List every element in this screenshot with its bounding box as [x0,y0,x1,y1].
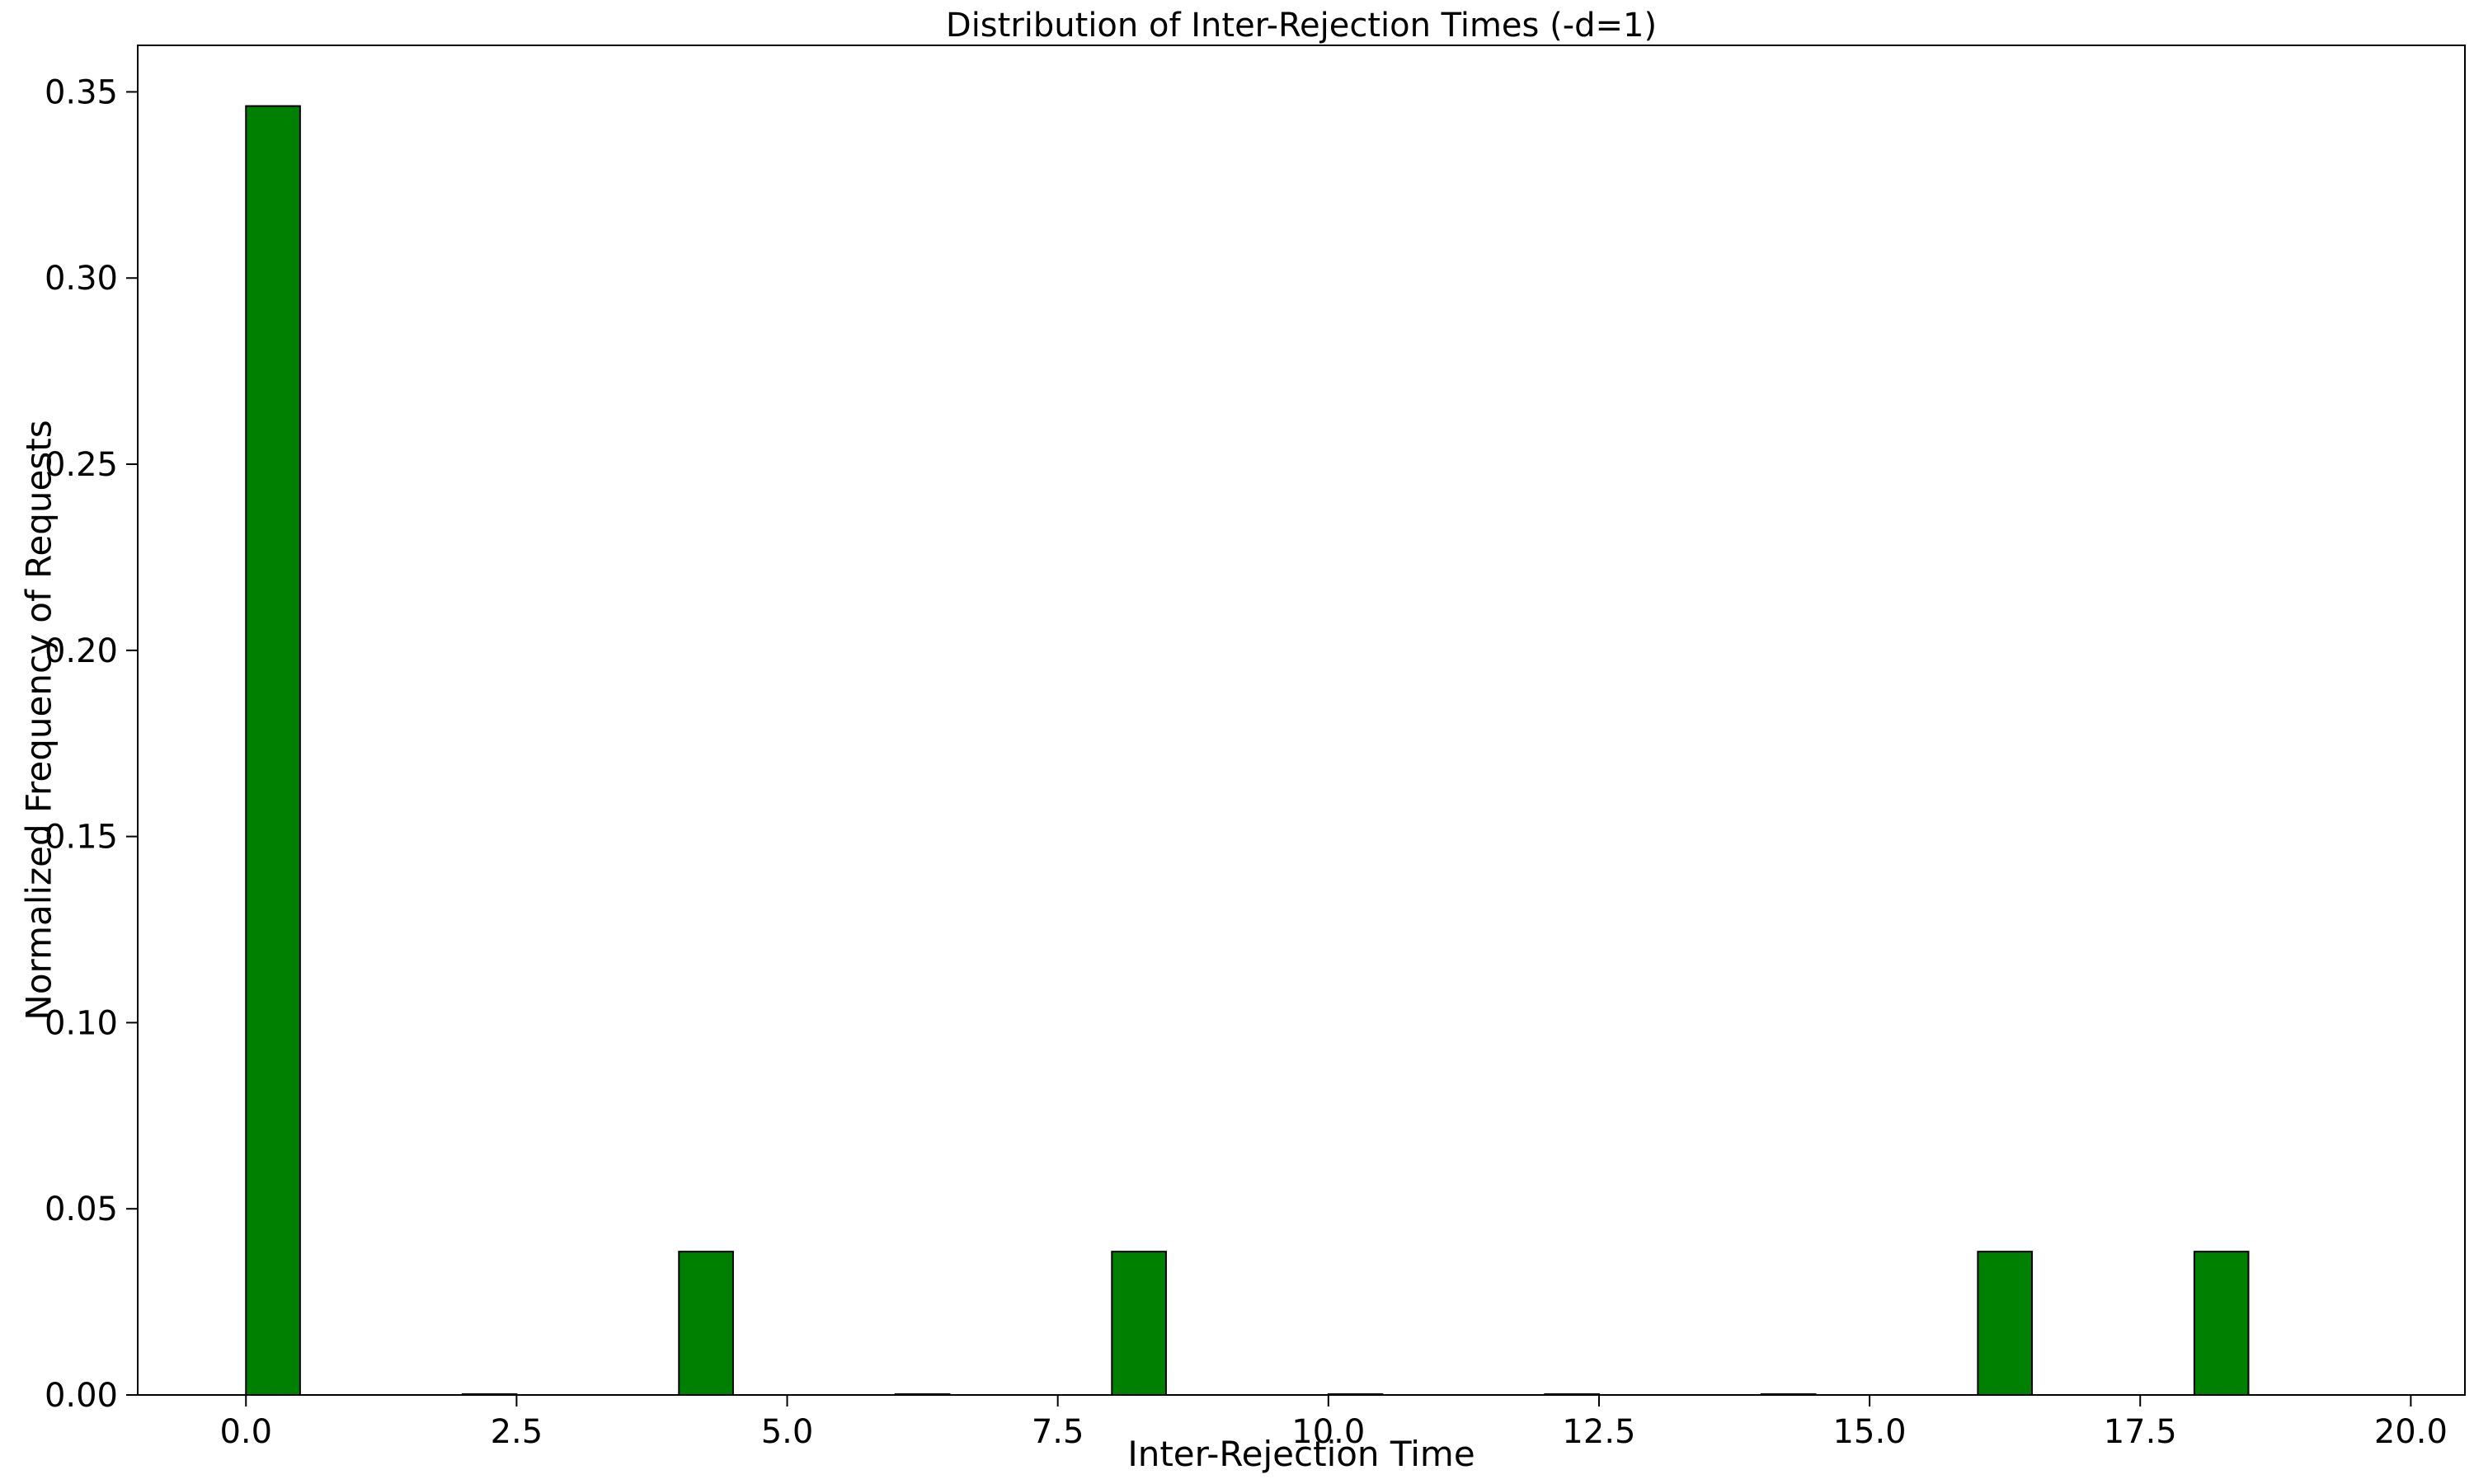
x-tick-label: 10.0 [1291,1413,1365,1451]
bars-group [245,105,2250,1397]
x-ticks-group: 0.0 2.5 5.0 7.5 10.0 12.5 15.0 17.5 20.0 [219,1395,2448,1451]
x-tick-label: 2.5 [491,1413,543,1451]
x-tick-label: 20.0 [2374,1413,2448,1451]
y-ticks-group: 0.00 0.05 0.10 0.15 0.20 0.25 0.30 0.35 [45,73,138,1415]
x-tick-label: 15.0 [1833,1413,1907,1451]
chart-title: Distribution of Inter-Rejection Times (-… [946,7,1657,45]
y-tick-label: 0.25 [45,446,118,484]
y-tick-label: 0.05 [45,1190,118,1228]
x-tick-label: 7.5 [1032,1413,1084,1451]
x-tick-label: 12.5 [1562,1413,1635,1451]
y-tick-label: 0.00 [45,1377,118,1415]
y-tick-label: 0.30 [45,260,118,298]
bar [1977,1251,2033,1396]
x-tick-label: 17.5 [2104,1413,2177,1451]
bar [1111,1251,1167,1396]
plot-area-frame [137,45,2466,1396]
x-axis-title: Inter-Rejection Time [1127,1434,1475,1474]
x-tick-label: 5.0 [761,1413,814,1451]
bar [245,105,301,1397]
y-tick-label: 0.10 [45,1004,118,1042]
y-tick-label: 0.15 [45,819,118,857]
y-tick-label: 0.20 [45,632,118,670]
y-axis-title: Normalized Frequency of Requests [19,420,59,1020]
y-tick-label: 0.35 [45,73,118,111]
x-tick-label: 0.0 [219,1413,272,1451]
bar [678,1251,734,1396]
bar [2193,1251,2250,1396]
